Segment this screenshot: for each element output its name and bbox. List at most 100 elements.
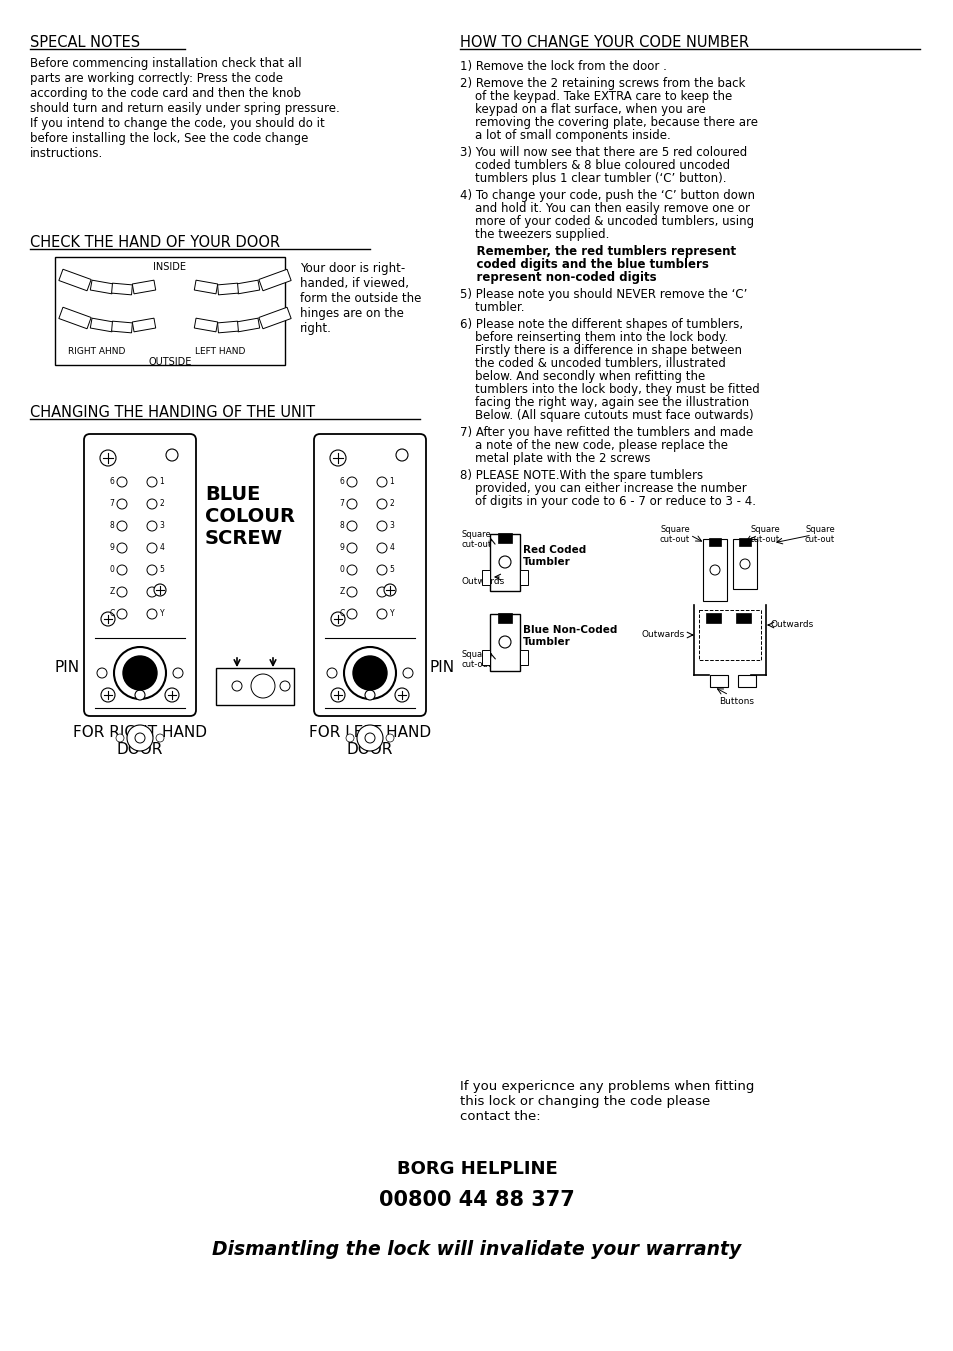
Circle shape [127, 725, 152, 751]
Text: 5: 5 [389, 566, 394, 574]
Polygon shape [132, 280, 155, 293]
FancyBboxPatch shape [314, 434, 426, 716]
Circle shape [117, 609, 127, 619]
Circle shape [101, 688, 115, 703]
Circle shape [330, 450, 346, 466]
Circle shape [327, 667, 336, 678]
Circle shape [498, 557, 511, 567]
Circle shape [344, 647, 395, 698]
Text: keypad on a flat surface, when you are: keypad on a flat surface, when you are [459, 103, 705, 116]
Text: 0: 0 [339, 566, 344, 574]
Circle shape [376, 565, 387, 576]
Circle shape [147, 543, 157, 553]
Circle shape [153, 584, 166, 596]
Text: 0: 0 [110, 566, 114, 574]
Text: 6) Please note the different shapes of tumblers,: 6) Please note the different shapes of t… [459, 317, 742, 331]
Text: Below. (All square cutouts must face outwards): Below. (All square cutouts must face out… [459, 409, 753, 422]
Text: Dismantling the lock will invalidate your warranty: Dismantling the lock will invalidate you… [213, 1240, 740, 1259]
FancyBboxPatch shape [519, 650, 527, 665]
FancyBboxPatch shape [738, 676, 755, 688]
Text: 1: 1 [159, 477, 164, 486]
Circle shape [123, 657, 157, 690]
Text: of the keypad. Take EXTRA care to keep the: of the keypad. Take EXTRA care to keep t… [459, 91, 732, 103]
Text: X: X [159, 588, 165, 597]
FancyBboxPatch shape [55, 257, 285, 365]
Polygon shape [194, 319, 217, 332]
Polygon shape [112, 284, 132, 295]
Circle shape [331, 612, 345, 626]
Circle shape [147, 586, 157, 597]
Text: BORG HELPLINE: BORG HELPLINE [396, 1161, 557, 1178]
Circle shape [402, 667, 413, 678]
Polygon shape [59, 269, 91, 290]
Circle shape [232, 681, 242, 690]
Text: 8: 8 [339, 521, 344, 531]
Text: Z: Z [339, 588, 344, 597]
Text: Red Coded
Tumbler: Red Coded Tumbler [522, 544, 586, 566]
Circle shape [97, 667, 107, 678]
Circle shape [165, 688, 179, 703]
Text: Square
cut-out: Square cut-out [749, 526, 780, 544]
Text: FOR RIGHT HAND
DOOR: FOR RIGHT HAND DOOR [73, 725, 207, 758]
Text: FOR LEFT HAND
DOOR: FOR LEFT HAND DOOR [309, 725, 431, 758]
Text: 2) Remove the 2 retaining screws from the back: 2) Remove the 2 retaining screws from th… [459, 77, 744, 91]
Text: Square
cut-out: Square cut-out [659, 526, 689, 544]
Circle shape [117, 565, 127, 576]
Text: represent non-coded digits: represent non-coded digits [459, 272, 656, 284]
FancyBboxPatch shape [84, 434, 195, 716]
Text: Buttons: Buttons [719, 697, 753, 707]
Text: provided, you can either increase the number: provided, you can either increase the nu… [459, 482, 746, 494]
Circle shape [376, 477, 387, 486]
Circle shape [113, 647, 166, 698]
Text: 4) To change your code, push the ‘C’ button down: 4) To change your code, push the ‘C’ but… [459, 189, 754, 203]
Text: INSIDE: INSIDE [153, 262, 186, 272]
Circle shape [156, 734, 164, 742]
Polygon shape [217, 284, 238, 295]
FancyBboxPatch shape [705, 613, 720, 623]
Text: Outwards: Outwards [641, 630, 684, 639]
Circle shape [117, 499, 127, 509]
Polygon shape [217, 322, 238, 332]
Text: If you expericnce any problems when fitting
this lock or changing the code pleas: If you expericnce any problems when fitt… [459, 1079, 754, 1123]
Text: Square
cut-out: Square cut-out [804, 526, 834, 544]
Circle shape [166, 449, 178, 461]
Circle shape [101, 612, 115, 626]
Text: Before commencing installation check that all
parts are working correctly: Press: Before commencing installation check tha… [30, 57, 339, 159]
Circle shape [251, 674, 274, 698]
Polygon shape [91, 319, 113, 332]
FancyBboxPatch shape [497, 613, 512, 623]
Circle shape [331, 688, 345, 703]
Text: 1: 1 [389, 477, 394, 486]
FancyBboxPatch shape [481, 650, 490, 665]
Circle shape [346, 734, 354, 742]
Circle shape [347, 477, 356, 486]
Text: 2: 2 [389, 500, 394, 508]
Circle shape [135, 734, 145, 743]
FancyBboxPatch shape [708, 538, 720, 546]
Text: 9: 9 [110, 543, 114, 553]
Text: C: C [110, 609, 114, 619]
Text: facing the right way, again see the illustration: facing the right way, again see the illu… [459, 396, 748, 409]
Text: BLUE
COLOUR
SCREW: BLUE COLOUR SCREW [205, 485, 294, 549]
Circle shape [356, 725, 382, 751]
Text: Square
cut-out: Square cut-out [461, 650, 492, 669]
Text: 8) PLEASE NOTE.With the spare tumblers: 8) PLEASE NOTE.With the spare tumblers [459, 469, 702, 482]
Text: the coded & uncoded tumblers, illustrated: the coded & uncoded tumblers, illustrate… [459, 357, 725, 370]
FancyBboxPatch shape [709, 676, 727, 688]
Text: of digits in your code to 6 - 7 or reduce to 3 - 4.: of digits in your code to 6 - 7 or reduc… [459, 494, 755, 508]
Circle shape [386, 734, 394, 742]
Text: and hold it. You can then easily remove one or: and hold it. You can then easily remove … [459, 203, 749, 215]
Text: a note of the new code, please replace the: a note of the new code, please replace t… [459, 439, 727, 453]
Circle shape [135, 690, 145, 700]
FancyBboxPatch shape [735, 613, 750, 623]
Circle shape [347, 609, 356, 619]
Circle shape [347, 521, 356, 531]
Text: coded tumblers & 8 blue coloured uncoded: coded tumblers & 8 blue coloured uncoded [459, 159, 729, 172]
Circle shape [117, 586, 127, 597]
Circle shape [376, 609, 387, 619]
Text: Z: Z [110, 588, 114, 597]
Text: CHANGING THE HANDING OF THE UNIT: CHANGING THE HANDING OF THE UNIT [30, 405, 314, 420]
Circle shape [147, 521, 157, 531]
FancyBboxPatch shape [702, 539, 726, 601]
FancyBboxPatch shape [519, 570, 527, 585]
